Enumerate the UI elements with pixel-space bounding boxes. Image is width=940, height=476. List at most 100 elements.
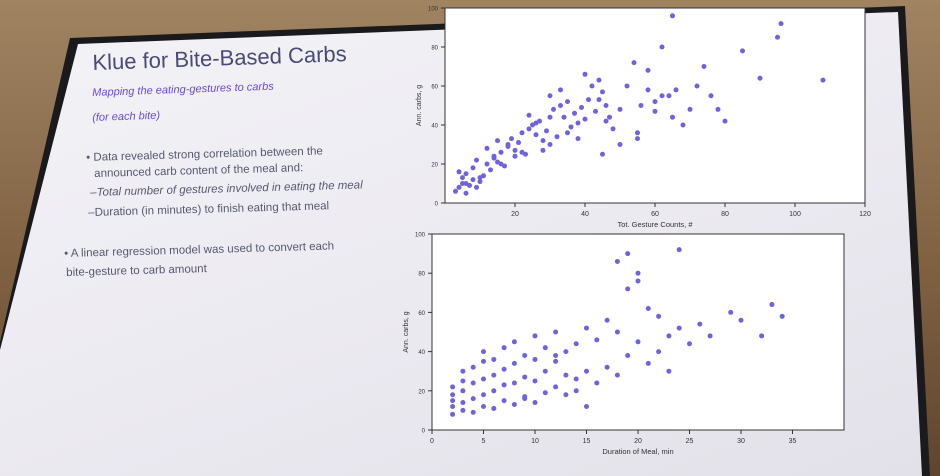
chart-0-x-tick-label: 40 bbox=[581, 211, 589, 218]
chart-0-point bbox=[582, 116, 588, 122]
chart-0-point bbox=[575, 136, 581, 142]
chart-0-point bbox=[484, 145, 490, 151]
chart-0-point bbox=[740, 48, 745, 54]
chart-0-point bbox=[687, 106, 693, 112]
chart-0-point bbox=[722, 118, 728, 124]
chart-1-point bbox=[460, 388, 466, 394]
chart-0-point bbox=[631, 60, 637, 66]
chart-1-point bbox=[491, 356, 497, 362]
chart-0-point bbox=[589, 83, 595, 89]
chart-0-point bbox=[603, 118, 609, 124]
chart-0-point bbox=[565, 130, 570, 136]
chart-1-point bbox=[687, 341, 692, 347]
chart-0-point bbox=[526, 126, 532, 132]
chart-1-x-tick-label: 35 bbox=[789, 438, 797, 445]
chart-1-point bbox=[656, 313, 662, 319]
chart-1-point bbox=[625, 353, 631, 359]
chart-1-point bbox=[460, 407, 466, 413]
chart-0-point bbox=[600, 151, 605, 157]
chart-0-point bbox=[526, 112, 532, 118]
chart-0-point bbox=[673, 87, 679, 93]
chart-1-point bbox=[614, 329, 620, 335]
chart-0-point bbox=[607, 114, 612, 120]
chart-0-point bbox=[477, 175, 483, 181]
chart-0-point bbox=[624, 83, 630, 89]
chart-1-point bbox=[481, 376, 486, 382]
chart-0-point bbox=[540, 138, 546, 144]
chart-1-point bbox=[645, 360, 651, 366]
chart-0-point bbox=[565, 99, 570, 105]
chart-0-point bbox=[593, 108, 598, 114]
chart-0-point bbox=[652, 108, 658, 114]
chart-0-point bbox=[488, 167, 493, 173]
chart-0-point bbox=[694, 83, 700, 89]
chart-0-point bbox=[775, 34, 780, 40]
chart-0-point bbox=[474, 157, 479, 163]
chart-0-x-tick-label: 60 bbox=[651, 211, 659, 218]
chart-1-point bbox=[769, 302, 775, 308]
chart-0-point bbox=[491, 155, 497, 161]
chart-1-point bbox=[553, 384, 559, 390]
chart-1-point bbox=[542, 390, 548, 396]
chart-1-point bbox=[594, 380, 600, 386]
chart-1-point bbox=[470, 396, 476, 402]
chart-0-point bbox=[670, 13, 675, 19]
chart-1-y-tick-label: 100 bbox=[415, 233, 426, 239]
chart-0-point bbox=[519, 130, 525, 136]
chart-0-y-axis-label: Ann. carbs, g bbox=[416, 85, 423, 126]
chart-0-point bbox=[757, 75, 763, 81]
chart-1-y-tick-label: 60 bbox=[418, 311, 425, 317]
chart-1-x-tick-label: 0 bbox=[430, 438, 434, 445]
chart-0-point bbox=[715, 106, 721, 112]
chart-1-point bbox=[511, 339, 517, 345]
chart-1-point bbox=[491, 405, 497, 411]
chart-1-point bbox=[573, 341, 579, 347]
chart-0-point bbox=[509, 136, 514, 142]
chart-1-point bbox=[460, 378, 466, 384]
chart-0-point bbox=[558, 87, 563, 93]
chart-0-y-tick-label: 80 bbox=[431, 46, 438, 52]
chart-0-point bbox=[778, 21, 784, 27]
chart-1-point bbox=[553, 358, 559, 364]
chart-1-point bbox=[625, 251, 631, 257]
chart-1-x-tick-label: 15 bbox=[583, 438, 591, 445]
chart-0-point bbox=[708, 93, 714, 99]
chart-1-point bbox=[522, 353, 528, 359]
chart-1-y-axis-label: Ann. carbs, g bbox=[403, 311, 410, 352]
chart-1-x-tick-label: 10 bbox=[531, 438, 539, 445]
chart-1-point bbox=[522, 374, 528, 380]
chart-1-point bbox=[635, 270, 641, 276]
chart-0-point bbox=[579, 104, 584, 110]
chart-0-point bbox=[617, 142, 623, 147]
chart-1-group: 0 5 10 15 20 25 30 35 0 20 40 60 80 100 Duration of Me… bbox=[403, 233, 845, 456]
chart-0-point bbox=[533, 132, 539, 138]
chart-0-point bbox=[652, 99, 658, 105]
chart-1-x-axis-label: Duration of Meal, min bbox=[602, 447, 673, 456]
chart-0-point bbox=[561, 114, 567, 120]
chart-0-point bbox=[645, 87, 651, 93]
chart-1-point bbox=[553, 329, 559, 335]
chart-0-point bbox=[453, 188, 458, 194]
chart-1-point bbox=[501, 382, 507, 388]
chart-1-point bbox=[656, 349, 662, 355]
chart-0-point bbox=[512, 147, 518, 153]
chart-1-point bbox=[604, 364, 610, 370]
chart-1-point bbox=[553, 353, 559, 359]
chart-1-point bbox=[584, 403, 589, 409]
chart-1-point bbox=[450, 392, 456, 398]
chart-0-point bbox=[474, 184, 479, 190]
chart-0-point bbox=[533, 120, 539, 126]
chart-1-point bbox=[666, 333, 672, 339]
chart-1-point bbox=[542, 345, 548, 351]
chart-1-point bbox=[532, 400, 538, 406]
chart-0-x-tick-label: 20 bbox=[511, 211, 519, 218]
chart-0-point bbox=[659, 44, 665, 50]
chart-1-point bbox=[450, 384, 456, 390]
chart-0-point bbox=[670, 114, 675, 120]
chart-0-point bbox=[635, 136, 640, 142]
chart-0-point bbox=[666, 93, 672, 99]
chart-0-point bbox=[544, 128, 549, 134]
chart-0-point bbox=[638, 103, 644, 108]
chart-0-point bbox=[470, 165, 476, 171]
